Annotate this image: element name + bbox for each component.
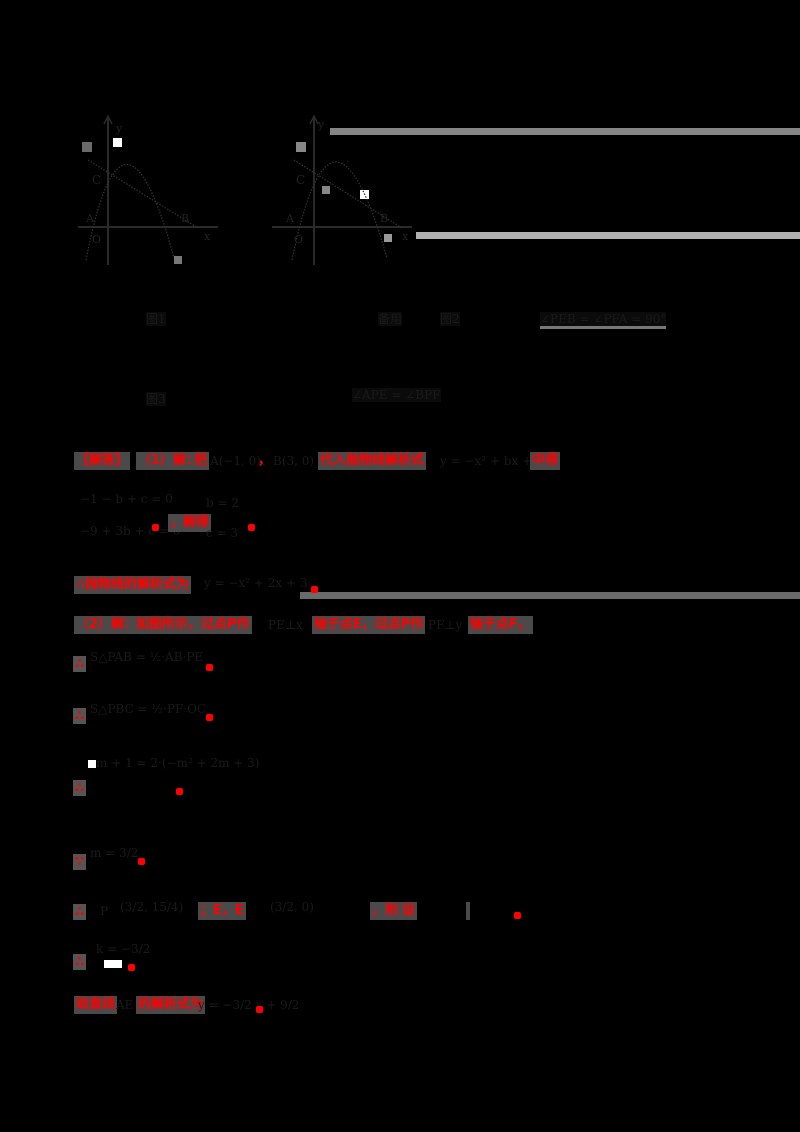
part1-end: 中得 bbox=[530, 452, 561, 470]
because-symbol: ∵ bbox=[73, 854, 86, 870]
svg-text:C: C bbox=[92, 173, 101, 187]
white-mark bbox=[104, 960, 122, 968]
step-expression-3: m + 1 = 2·(−m² + 2m + 3) bbox=[96, 756, 260, 770]
therefore-symbol: ∴ bbox=[73, 708, 86, 724]
parabola-diagram-icon: y C A O B x bbox=[272, 114, 412, 265]
svg-text:y: y bbox=[317, 118, 325, 131]
part1-formula: y = −x² + bx + c bbox=[440, 454, 543, 468]
equation-system-line-2: −9 + 3b + c = 0 bbox=[80, 524, 181, 538]
conclusion-formula: y = −x² + 2x + 3 bbox=[204, 576, 308, 590]
part2-text-a: 如图所示，过点P作 bbox=[134, 616, 252, 634]
conclusion-label: ∴抛物线的解析式为 bbox=[74, 576, 192, 594]
separator-bar bbox=[330, 128, 800, 135]
therefore-symbol: ∴ bbox=[73, 656, 86, 672]
point-e-coords: (3/2, 0) bbox=[270, 900, 314, 914]
part1-points: A(−1, 0)、B(3, 0) bbox=[210, 454, 315, 468]
period-mark bbox=[514, 912, 521, 919]
final-line-name: AE bbox=[116, 998, 134, 1012]
part2-label: （2）解： bbox=[74, 616, 140, 634]
svg-text:A: A bbox=[285, 212, 295, 225]
part2-text-b: 轴于点E，过点P作 bbox=[312, 616, 426, 634]
point-p-label: P bbox=[100, 904, 109, 918]
caption-spare: 备用 bbox=[378, 312, 403, 326]
period-mark bbox=[256, 1006, 263, 1013]
caption-figure-1: 图1 bbox=[146, 312, 166, 326]
equation-system-line-1: −1 − b + c = 0 bbox=[80, 492, 173, 506]
step-expression-2: S△PBC = ½·PF·OC bbox=[90, 702, 207, 716]
answer-heading: 【解答】 bbox=[74, 452, 131, 470]
separator-bar bbox=[416, 232, 800, 239]
therefore-symbol: ∴ bbox=[73, 954, 86, 970]
then-label: ，则 bbox=[370, 902, 401, 920]
part2-pe: PE⊥x bbox=[268, 618, 303, 632]
step-expression-1: S△PAB = ½·AB·PE bbox=[90, 650, 204, 664]
svg-text:C: C bbox=[296, 173, 305, 187]
period-mark bbox=[206, 664, 213, 671]
solution-line-2: c = 3 bbox=[206, 526, 239, 540]
separator-bar bbox=[300, 592, 800, 599]
let-label: 设 bbox=[400, 902, 418, 920]
caption-figure-3: 图3 bbox=[146, 392, 166, 406]
parabola-diagram-icon: y C A O B x bbox=[78, 114, 218, 265]
comma-mark bbox=[152, 524, 159, 531]
angle-equation-2: ∠APE = ∠BPF bbox=[352, 388, 441, 402]
caption-figure-2: 图2 bbox=[440, 312, 460, 326]
final-formula: y = −3/2 x + 9/2 bbox=[198, 998, 300, 1012]
therefore-symbol: ∴ bbox=[73, 780, 86, 796]
period-mark bbox=[206, 714, 213, 721]
step-expression-4: m = 3/2 bbox=[90, 846, 139, 860]
final-label-b: 的解析式为 bbox=[136, 996, 206, 1014]
let-label-2: ​ bbox=[466, 902, 470, 920]
part2-text-c: 轴于点F。 bbox=[468, 616, 533, 634]
svg-text:B: B bbox=[181, 212, 189, 225]
part1-label: （1）解： bbox=[136, 452, 202, 470]
part2-pf: PF⊥y bbox=[428, 618, 463, 632]
point-p-coords: (3/2, 15/4) bbox=[120, 900, 184, 914]
angle-equation: ∠PEB = ∠PFA = 90° bbox=[540, 312, 667, 329]
period-mark bbox=[176, 788, 183, 795]
coordinate-figure-1: y C A O B x bbox=[78, 110, 228, 270]
svg-text:x: x bbox=[204, 230, 211, 243]
svg-text:B: B bbox=[380, 212, 388, 225]
point-e-label: ；E，E bbox=[198, 902, 246, 920]
svg-text:x: x bbox=[402, 230, 409, 243]
solve-label: ，解得 bbox=[168, 514, 212, 532]
svg-text:A: A bbox=[85, 212, 95, 225]
svg-text:O: O bbox=[294, 233, 303, 246]
part1-mid-text: 代入抛物线解析式 bbox=[318, 452, 427, 470]
svg-text:y: y bbox=[115, 122, 123, 135]
solution-line-1: b = 2 bbox=[206, 496, 239, 510]
coordinate-figure-2: y C A O B x bbox=[272, 110, 422, 270]
svg-text:O: O bbox=[92, 233, 101, 246]
part1-intro: 把 bbox=[192, 452, 210, 470]
therefore-symbol: ∴ bbox=[73, 904, 86, 920]
period-mark bbox=[138, 858, 145, 865]
white-mark bbox=[88, 760, 96, 768]
slope-value: k = −3/2 bbox=[96, 942, 151, 956]
final-label-a: 故直线 bbox=[74, 996, 118, 1014]
period-mark bbox=[311, 586, 318, 593]
period-mark bbox=[128, 964, 135, 971]
part1-separator: ， bbox=[258, 453, 272, 468]
period-mark bbox=[248, 524, 255, 531]
